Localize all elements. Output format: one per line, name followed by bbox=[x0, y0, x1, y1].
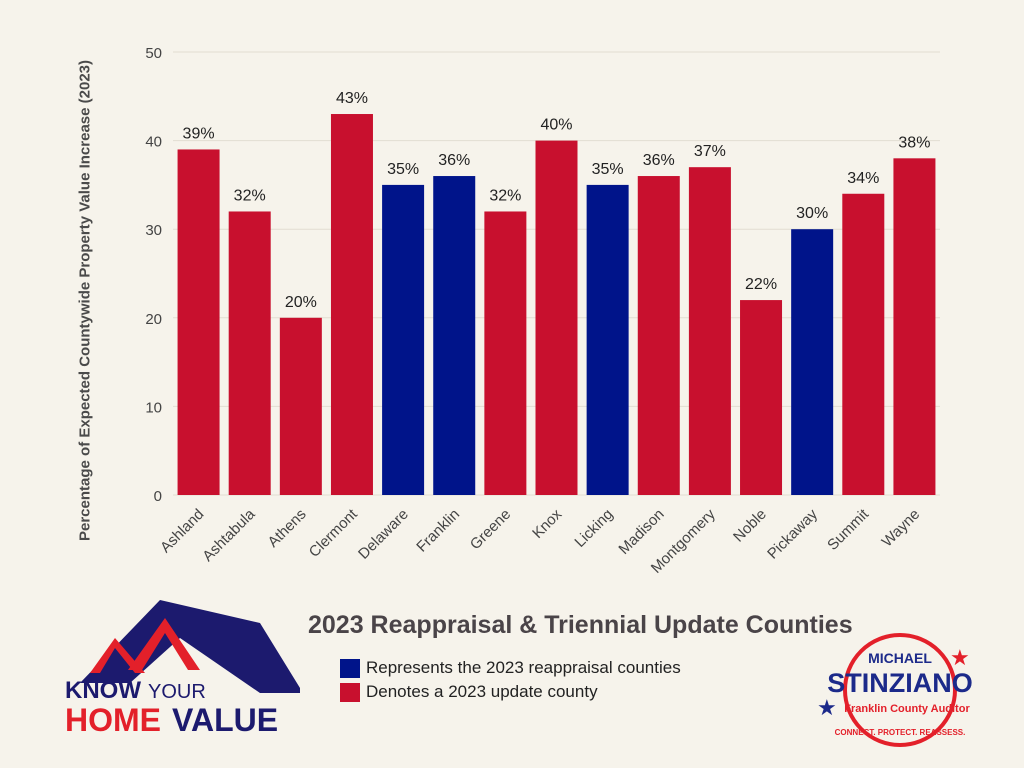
bar bbox=[893, 158, 936, 495]
bar bbox=[535, 140, 578, 495]
bar bbox=[279, 317, 322, 495]
svg-text:HOME: HOME bbox=[65, 702, 161, 738]
y-tick-label: 50 bbox=[145, 45, 162, 62]
data-label: 30% bbox=[796, 205, 828, 222]
data-label: 32% bbox=[489, 187, 521, 204]
legend-label: Represents the 2023 reappraisal counties bbox=[366, 658, 681, 677]
data-label: 32% bbox=[234, 187, 266, 204]
data-label: 43% bbox=[336, 90, 368, 107]
x-tick-label: Greene bbox=[467, 506, 514, 553]
legend-item-reappraisal: Represents the 2023 reappraisal counties bbox=[340, 656, 681, 680]
x-tick-label: Delaware bbox=[355, 506, 412, 563]
bar bbox=[228, 211, 271, 496]
legend-item-update: Denotes a 2023 update county bbox=[340, 680, 681, 704]
legend: Represents the 2023 reappraisal counties… bbox=[340, 656, 681, 704]
x-tick-label: Ashland bbox=[157, 506, 207, 556]
chart-title: 2023 Reappraisal & Triennial Update Coun… bbox=[308, 611, 853, 639]
svg-text:STINZIANO: STINZIANO bbox=[827, 668, 973, 698]
x-tick-label: Pickaway bbox=[764, 505, 821, 562]
stinziano-auditor-logo: MICHAEL STINZIANO Franklin County Audito… bbox=[817, 633, 973, 747]
bar bbox=[791, 229, 834, 495]
legend-swatch-red bbox=[340, 682, 360, 702]
y-tick-label: 10 bbox=[145, 399, 162, 416]
y-tick-label: 0 bbox=[154, 488, 162, 505]
svg-text:KNOW: KNOW bbox=[65, 677, 141, 704]
x-tick-label: Clermont bbox=[306, 505, 362, 561]
bar bbox=[586, 184, 629, 495]
svg-text:CONNECT. PROTECT. REASSESS.: CONNECT. PROTECT. REASSESS. bbox=[835, 728, 966, 737]
x-tick-label: Noble bbox=[730, 506, 770, 546]
x-tick-label: Knox bbox=[529, 505, 566, 542]
data-label: 40% bbox=[540, 117, 572, 134]
y-tick-label: 30 bbox=[145, 222, 162, 239]
y-tick-label: 20 bbox=[145, 311, 162, 328]
x-tick-label: Licking bbox=[571, 506, 616, 551]
x-tick-label: Franklin bbox=[413, 506, 463, 556]
bar bbox=[330, 114, 373, 496]
bar bbox=[433, 176, 476, 496]
data-label: 34% bbox=[847, 170, 879, 187]
data-label: 20% bbox=[285, 294, 317, 311]
legend-swatch-blue bbox=[340, 658, 360, 678]
bar bbox=[740, 300, 783, 495]
bar bbox=[484, 211, 527, 496]
data-label: 35% bbox=[387, 161, 419, 178]
legend-label: Denotes a 2023 update county bbox=[366, 682, 598, 701]
x-tick-label: Athens bbox=[265, 506, 310, 551]
y-tick-label: 40 bbox=[145, 134, 162, 151]
svg-text:YOUR: YOUR bbox=[148, 681, 206, 703]
bar bbox=[688, 167, 731, 495]
bar bbox=[177, 149, 220, 495]
svg-text:VALUE: VALUE bbox=[172, 702, 278, 738]
bar bbox=[382, 184, 425, 495]
x-tick-label: Wayne bbox=[879, 506, 924, 551]
bar bbox=[637, 176, 680, 496]
data-label: 36% bbox=[438, 152, 470, 169]
svg-text:MICHAEL: MICHAEL bbox=[868, 650, 932, 666]
bar-chart: 0 10 20 30 40 50 39% Ashland 32% Ashtabula 20% Athe… bbox=[145, 45, 940, 577]
bar bbox=[842, 193, 885, 495]
know-your-home-value-logo: KNOW YOUR HOME VALUE bbox=[65, 600, 300, 738]
data-label: 35% bbox=[592, 161, 624, 178]
data-label: 36% bbox=[643, 152, 675, 169]
svg-text:Franklin County Auditor: Franklin County Auditor bbox=[844, 703, 970, 715]
y-axis-label: Percentage of Expected Countywide Proper… bbox=[76, 60, 94, 542]
data-label: 39% bbox=[183, 125, 215, 142]
data-label: 37% bbox=[694, 143, 726, 160]
x-tick-label: Ashtabula bbox=[199, 505, 259, 565]
data-label: 22% bbox=[745, 276, 777, 293]
svg-text:★: ★ bbox=[817, 696, 837, 721]
x-tick-label: Madison bbox=[615, 506, 667, 558]
x-tick-label: Summit bbox=[824, 505, 873, 554]
svg-text:★: ★ bbox=[950, 646, 970, 671]
data-label: 38% bbox=[898, 134, 930, 151]
